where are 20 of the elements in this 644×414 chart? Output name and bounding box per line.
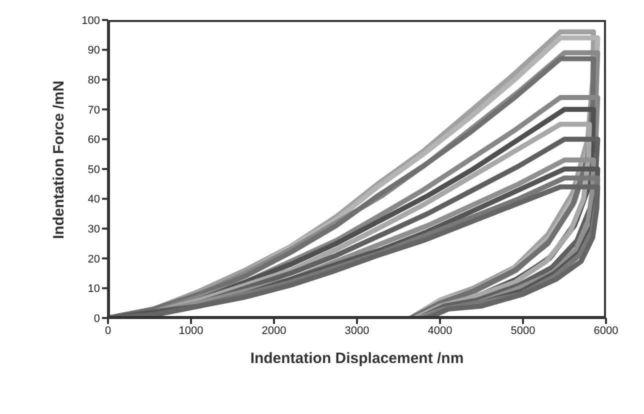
x-tick-label: 3000 [344,324,370,337]
x-tick-label: 4000 [428,324,452,337]
y-tick-label: 100 [82,14,100,27]
x-tick-label: 2000 [262,324,286,337]
y-tick-label: 30 [88,224,100,236]
y-tick-label: 60 [88,134,100,146]
y-tick-label: 50 [88,164,100,176]
x-tick-label: 5000 [510,324,536,337]
y-tick-label: 0 [94,312,100,325]
y-tick-label: 80 [88,74,100,87]
y-tick-label: 70 [88,104,100,116]
y-tick-label: 20 [88,253,100,266]
y-tick-label: 40 [88,194,100,206]
y-tick-label: 10 [88,283,100,296]
y-tick-label: 90 [88,44,100,57]
x-tick-label: 1000 [178,324,204,337]
x-axis-title: Indentation Displacement /nm [250,350,464,367]
y-axis-title: Indentation Force /mN [50,80,68,239]
x-tick-label: 0 [104,324,112,337]
x-tick-label: 6000 [594,324,618,337]
